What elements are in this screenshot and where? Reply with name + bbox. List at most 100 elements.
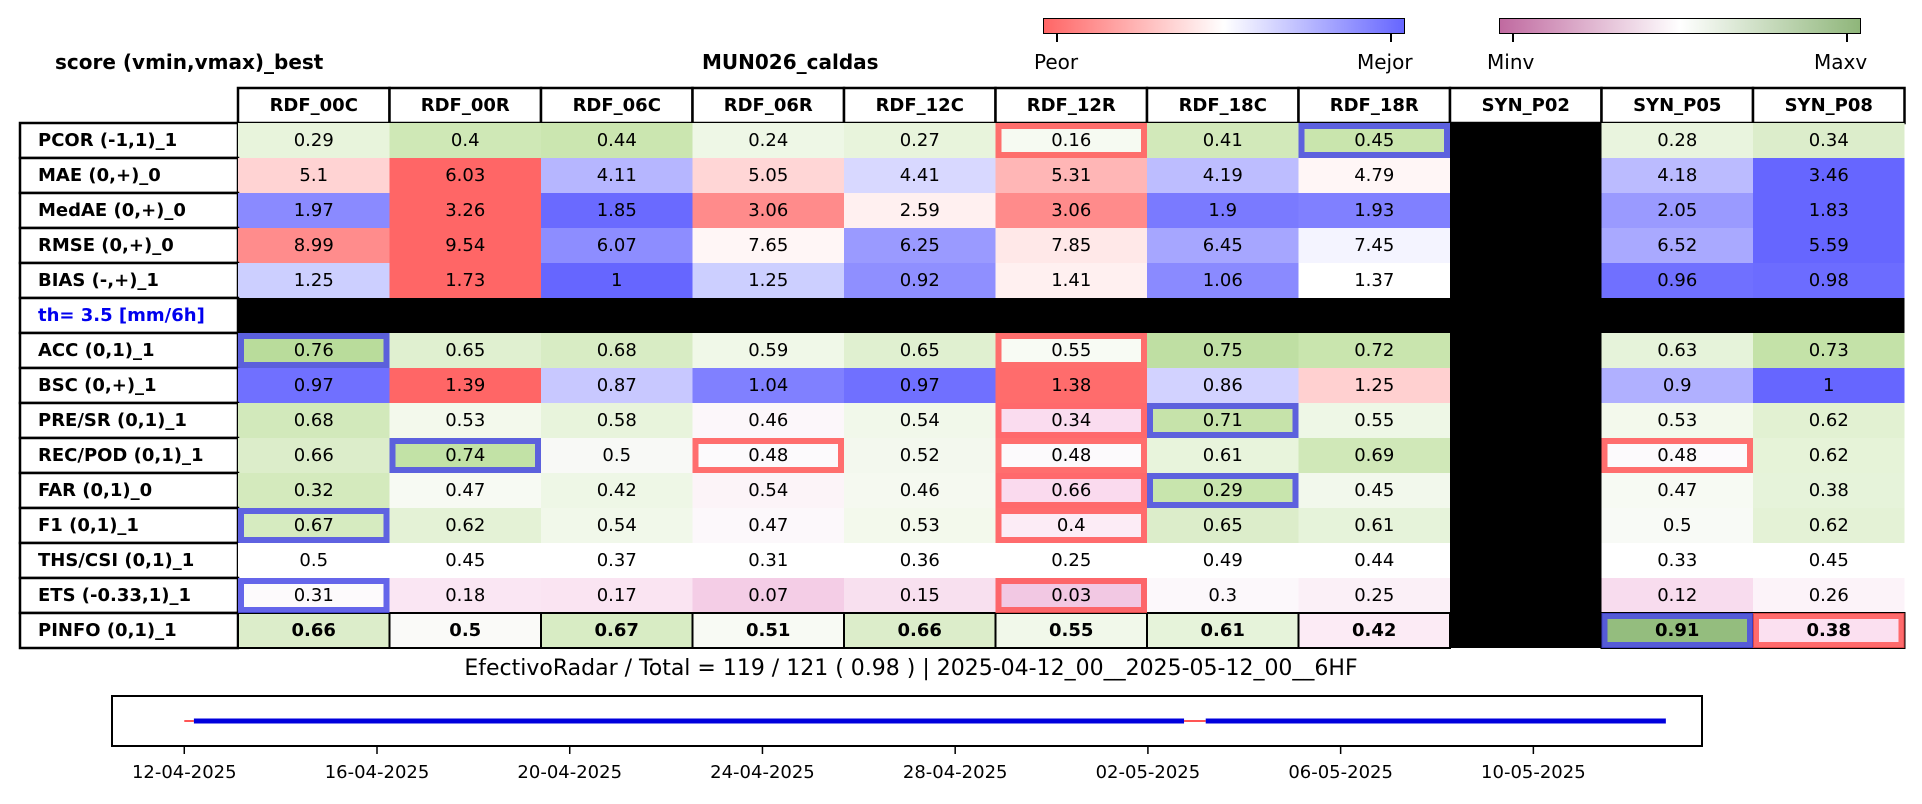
row-label: REC/POD (0,1)_1 <box>38 445 204 466</box>
score-value: 0.54 <box>748 480 788 501</box>
score-value: 0.62 <box>445 515 485 536</box>
score-value: 2.05 <box>1657 200 1697 221</box>
score-value: 3.06 <box>1051 200 1091 221</box>
score-cell <box>692 403 844 438</box>
score-cell <box>238 543 390 578</box>
row-label: BIAS (-,+)_1 <box>38 270 159 291</box>
score-value: 0.12 <box>1657 585 1697 606</box>
score-cell <box>389 333 541 368</box>
score-value: 0.68 <box>294 410 334 431</box>
score-value: 0.65 <box>900 340 940 361</box>
score-value: 0.97 <box>900 375 940 396</box>
score-cell <box>541 158 693 193</box>
score-cell <box>844 403 996 438</box>
score-value: 0.18 <box>445 585 485 606</box>
score-value: 0.41 <box>1203 130 1243 151</box>
score-cell <box>541 438 693 473</box>
score-value: 0.46 <box>748 410 788 431</box>
score-cell <box>1601 123 1753 158</box>
column-header-rdf_12c: RDF_12C <box>876 95 964 116</box>
score-value: 0.16 <box>1051 130 1091 151</box>
score-cell <box>1298 438 1450 473</box>
score-value: 1.38 <box>1051 375 1091 396</box>
score-value: 0.61 <box>1354 515 1394 536</box>
row-label: ETS (-0.33,1)_1 <box>38 585 191 606</box>
score-value: 0.48 <box>1051 445 1091 466</box>
availability-timeline: 12-04-2025 16-04-2025 20-04-2025 24-04-2025… <box>111 695 1703 783</box>
row-label: FAR (0,1)_0 <box>38 480 152 501</box>
best-highlight <box>1147 403 1299 438</box>
score-cell <box>844 158 996 193</box>
score-value: 0.91 <box>1655 620 1699 641</box>
score-value: 0.68 <box>597 340 637 361</box>
score-value: 0.98 <box>1809 270 1849 291</box>
score-value: 2.59 <box>900 200 940 221</box>
score-value: 0.66 <box>294 445 334 466</box>
score-value: 0.55 <box>1051 340 1091 361</box>
worst-highlight <box>1753 613 1905 648</box>
timeline-tick-label: 24-04-2025 <box>710 762 815 783</box>
score-cell <box>692 123 844 158</box>
score-value: 6.52 <box>1657 235 1697 256</box>
score-value: 0.73 <box>1809 340 1849 361</box>
best-highlight <box>1601 613 1753 648</box>
value-colorbar-low-label: Minv <box>1487 50 1535 74</box>
score-cell <box>844 228 996 263</box>
score-value: 5.05 <box>748 165 788 186</box>
score-value: 0.37 <box>597 550 637 571</box>
score-value: 0.61 <box>1203 445 1243 466</box>
score-value: 0.38 <box>1809 480 1849 501</box>
score-cell <box>238 473 390 508</box>
score-value: 0.46 <box>900 480 940 501</box>
score-value: 0.34 <box>1051 410 1091 431</box>
score-value: 0.31 <box>294 585 334 606</box>
score-cell <box>1298 578 1450 613</box>
best-highlight <box>1298 123 1450 158</box>
score-cell <box>1753 193 1905 228</box>
best-highlight <box>238 578 390 613</box>
score-cell <box>1753 543 1905 578</box>
score-cell <box>541 508 693 543</box>
score-value: 0.27 <box>900 130 940 151</box>
score-value: 0.63 <box>1657 340 1697 361</box>
score-value: 0.45 <box>1354 480 1394 501</box>
score-value: 0.97 <box>294 375 334 396</box>
column-header-syn_p05: SYN_P05 <box>1633 95 1721 116</box>
row-label-cell <box>18 576 240 615</box>
score-cell <box>1147 158 1299 193</box>
score-value: 0.07 <box>748 585 788 606</box>
row-label: PINFO (0,1)_1 <box>38 620 177 641</box>
row-label-cell <box>18 156 240 195</box>
score-cell <box>994 612 1148 649</box>
threshold-separator <box>238 298 1905 333</box>
score-value: 0.47 <box>445 480 485 501</box>
score-cell <box>1601 543 1753 578</box>
score-cell <box>541 543 693 578</box>
score-cell <box>541 578 693 613</box>
worst-highlight <box>995 578 1147 613</box>
worst-highlight <box>692 438 844 473</box>
score-cell <box>238 368 390 403</box>
score-value: 0.24 <box>748 130 788 151</box>
score-value: 0.3 <box>1208 585 1237 606</box>
score-value: 0.72 <box>1354 340 1394 361</box>
score-value: 0.5 <box>299 550 328 571</box>
score-value: 0.53 <box>445 410 485 431</box>
score-cell <box>1147 543 1299 578</box>
row-label: MAE (0,+)_0 <box>38 165 161 186</box>
score-value: 0.69 <box>1354 445 1394 466</box>
score-value: 6.03 <box>445 165 485 186</box>
score-value: 8.99 <box>294 235 334 256</box>
score-cell <box>692 158 844 193</box>
timeline-tick-label: 16-04-2025 <box>325 762 430 783</box>
score-value: 0.55 <box>1354 410 1394 431</box>
score-value: 9.54 <box>445 235 485 256</box>
score-cell <box>844 263 996 298</box>
score-cell <box>1753 263 1905 298</box>
score-cell <box>1147 228 1299 263</box>
score-value: 7.85 <box>1051 235 1091 256</box>
score-value: 1.41 <box>1051 270 1091 291</box>
score-cell <box>389 473 541 508</box>
score-cell <box>238 438 390 473</box>
summary-line: EfectivoRadar / Total = 119 / 121 ( 0.98… <box>464 656 1358 681</box>
